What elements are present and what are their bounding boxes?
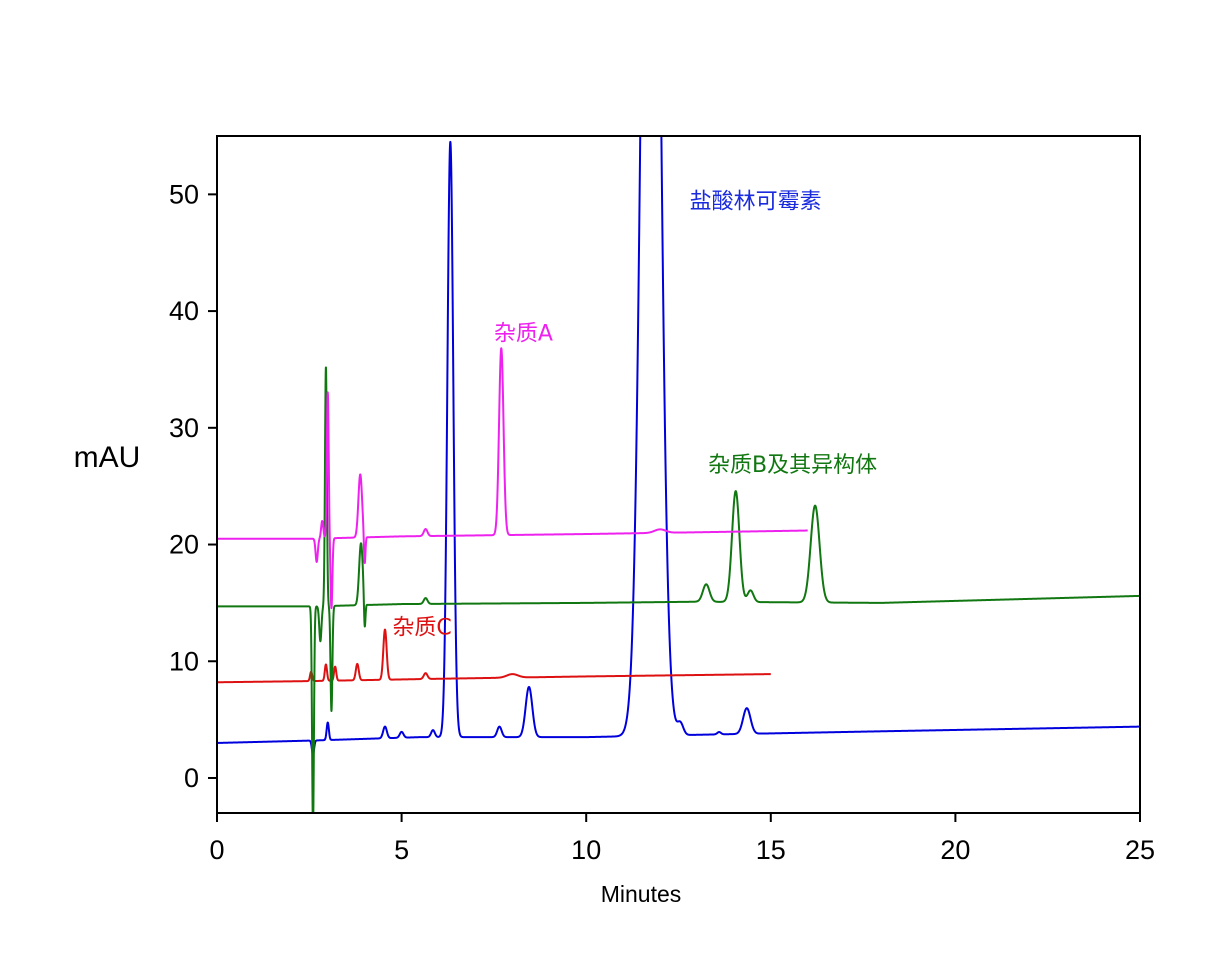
trace-line-3 (217, 366, 1140, 813)
trace-line-1 (217, 136, 1140, 756)
x-tick-label: 5 (394, 835, 409, 865)
y-tick-label: 50 (169, 179, 199, 209)
y-tick-label: 20 (169, 530, 199, 560)
trace-line-2 (217, 628, 772, 684)
y-axis: 0 10 20 30 40 50 (169, 179, 217, 793)
x-tick-label: 10 (571, 835, 601, 865)
trace-group (217, 136, 1140, 813)
y-axis-title: mAU (74, 441, 141, 474)
plot-frame (216, 135, 1141, 814)
x-tick-label: 25 (1125, 835, 1155, 865)
peak-annotation: 盐酸林可霉素 (690, 189, 822, 214)
x-axis-title: Minutes (601, 881, 682, 907)
x-tick-label: 0 (209, 835, 224, 865)
y-tick-label: 30 (169, 413, 199, 443)
y-tick-label: 0 (184, 763, 199, 793)
peak-annotation: 杂质A (494, 321, 553, 346)
peak-annotation: 杂质C (392, 615, 451, 640)
y-tick-label: 40 (169, 296, 199, 326)
x-tick-label: 20 (940, 835, 970, 865)
y-tick-label: 10 (169, 646, 199, 676)
x-tick-label: 15 (756, 835, 786, 865)
x-axis: 0 5 10 15 20 25 (209, 813, 1155, 865)
trace-line-4 (217, 347, 809, 610)
peak-annotation: 杂质B及其异构体 (708, 453, 877, 478)
